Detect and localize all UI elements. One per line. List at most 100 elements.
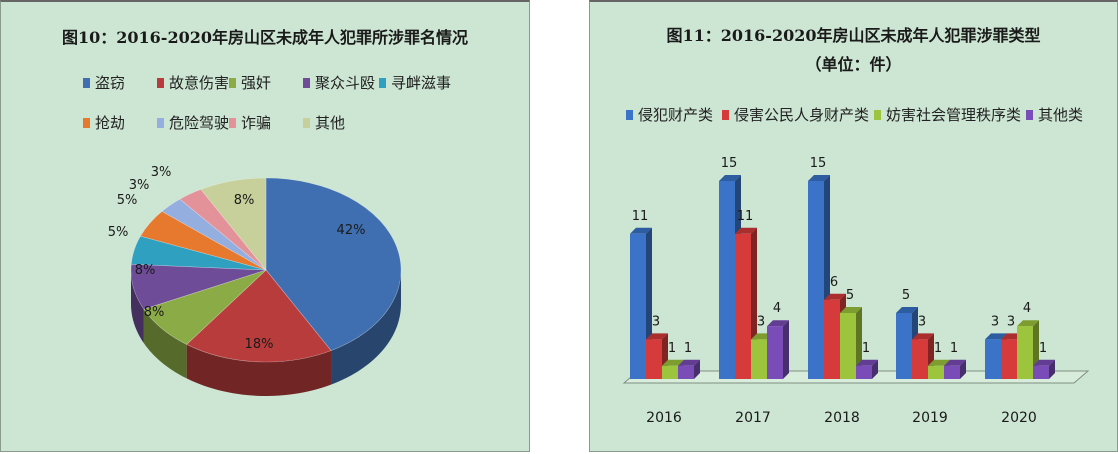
legend-swatch (303, 117, 310, 128)
bar-legend: 侵犯财产类 侵害公民人身财产类 妨害社会管理秩序类 其他类 (590, 2, 1117, 142)
bar (856, 365, 872, 379)
bar-top (767, 320, 789, 327)
bar-value-label: 15 (810, 156, 827, 171)
bar-value-label: 3 (757, 314, 765, 329)
legend-label: 抢劫 (95, 114, 126, 132)
legend-item: 抢劫 (83, 112, 125, 133)
bar-side (783, 320, 789, 379)
legend-label: 其他 (315, 114, 346, 132)
legend-swatch (1026, 109, 1033, 120)
bar-value-label: 6 (830, 275, 838, 290)
bar (630, 233, 646, 379)
legend-item: 盗窃 (83, 72, 125, 93)
bar-top (840, 307, 862, 313)
bar-value-label: 5 (846, 288, 854, 303)
legend-swatch (83, 77, 90, 88)
bar-top (735, 227, 757, 234)
pie-slice (130, 263, 267, 310)
bar (912, 339, 928, 379)
bar-top (856, 359, 878, 366)
bar (896, 313, 912, 379)
pie-slice (161, 198, 267, 271)
pie-value-label: 18% (245, 337, 274, 352)
pie-value-label: 42% (337, 223, 366, 238)
pie-slice-side (186, 344, 332, 396)
bar (678, 365, 694, 379)
pie-slice (179, 189, 267, 271)
bar-value-label: 4 (773, 301, 781, 316)
pie-value-label: 8% (135, 263, 156, 278)
bar-top (719, 175, 741, 181)
bar-top (824, 293, 846, 300)
legend-swatch (626, 109, 633, 120)
bar (735, 233, 751, 379)
bar (808, 181, 824, 379)
bar-value-label: 15 (721, 156, 738, 171)
pie-value-label: 5% (108, 225, 129, 240)
bar-top (808, 175, 830, 181)
bar-top (678, 359, 700, 366)
bar-value-label: 11 (737, 209, 754, 224)
pie-value-label: 8% (234, 193, 255, 208)
bar-value-label: 3 (652, 314, 660, 329)
legend-swatch (303, 77, 310, 88)
bar-value-label: 3 (991, 314, 999, 329)
legend-swatch (229, 117, 236, 128)
pie-slice-side (143, 309, 187, 379)
bar (944, 365, 960, 379)
legend-item: 妨害社会管理秩序类 (874, 104, 1021, 125)
pie-slice-side (331, 270, 401, 385)
legend-item: 侵害公民人身财产类 (722, 104, 869, 125)
legend-item: 寻衅滋事 (379, 72, 451, 93)
legend-item: 聚众斗殴 (303, 72, 375, 93)
legend-item: 其他类 (1026, 104, 1083, 125)
bar-chart-title: 图11：2016-2020年房山区未成年人犯罪涉罪类型 (666, 26, 1041, 45)
legend-swatch (874, 109, 881, 120)
pie-slice (130, 235, 267, 271)
bar-value-label: 1 (934, 341, 942, 356)
x-axis-label: 2020 (1001, 410, 1037, 426)
legend-swatch (229, 77, 236, 88)
bar-top (944, 359, 966, 366)
legend-swatch (379, 77, 386, 88)
bar-side (960, 359, 966, 379)
x-axis-label: 2017 (735, 410, 771, 426)
bar-top (1033, 359, 1055, 366)
pie-value-label: 3% (151, 165, 172, 180)
x-axis-label: 2016 (646, 410, 682, 426)
legend-label: 侵害公民人身财产类 (734, 106, 870, 124)
bar (1017, 326, 1033, 379)
bar (840, 313, 856, 379)
legend-label: 聚众斗殴 (315, 74, 376, 92)
pie-legend: 盗窃 故意伤害 强奸 聚众斗殴 寻衅滋事 抢劫 危险驾驶 诈骗 其他 (1, 2, 529, 142)
legend-swatch (157, 77, 164, 88)
bar (662, 365, 678, 379)
legend-swatch (83, 117, 90, 128)
bar-side (694, 359, 700, 379)
pie-value-label: 8% (144, 305, 165, 320)
legend-item: 危险驾驶 (157, 112, 229, 133)
legend-item: 强奸 (229, 72, 271, 93)
pie-slice (186, 269, 332, 363)
bar (1033, 365, 1049, 379)
legend-item: 故意伤害 (157, 72, 229, 93)
bar (824, 299, 840, 379)
legend-label: 妨害社会管理秩序类 (886, 106, 1022, 124)
legend-item: 侵犯财产类 (626, 104, 713, 125)
bar-value-label: 5 (902, 288, 910, 303)
legend-label: 故意伤害 (169, 74, 230, 92)
bar-value-label: 11 (632, 209, 649, 224)
bar-side (856, 307, 862, 379)
bar-chart-subtitle: （单位：件） (805, 55, 902, 74)
bar (1001, 339, 1017, 379)
bar (646, 339, 662, 379)
bar-value-label: 1 (668, 341, 676, 356)
bar-value-label: 1 (950, 341, 958, 356)
legend-item: 其他 (303, 112, 345, 133)
bar (928, 365, 944, 379)
x-axis-label: 2018 (824, 410, 860, 426)
bar-top (928, 359, 950, 366)
bar-top (1017, 320, 1039, 327)
pie-slice-side (131, 270, 144, 344)
